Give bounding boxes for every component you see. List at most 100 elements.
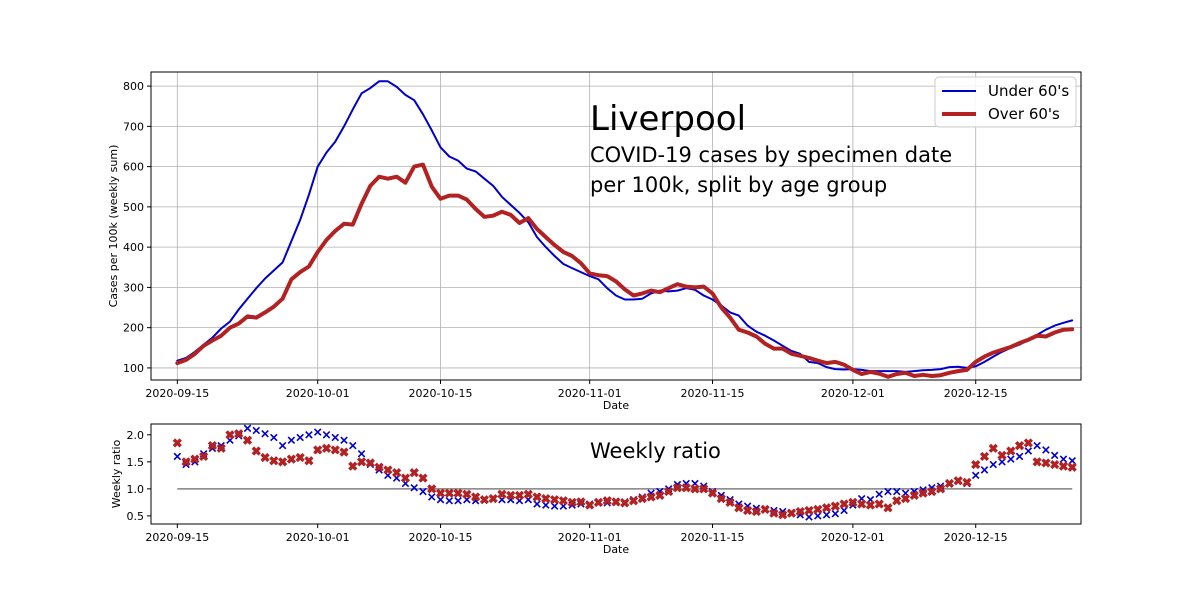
ratio-marker-under-60 [322, 431, 331, 439]
ratio-marker-over-60 [488, 493, 498, 504]
main-y-axis-label: Cases per 100k (weekly sum) [107, 145, 120, 308]
ratio-marker-under-60 [1024, 447, 1033, 455]
main-grid [151, 72, 1081, 380]
ratio-marker-over-60 [865, 500, 876, 510]
ratio-marker-over-60 [839, 499, 849, 509]
ratio-marker-over-60 [374, 462, 384, 472]
legend-label-over-60: Over 60's [988, 105, 1060, 123]
ratio-marker-over-60 [339, 447, 349, 457]
ratio-marker-under-60 [313, 428, 322, 436]
ratio-marker-over-60 [927, 486, 937, 497]
ratio-marker-over-60 [602, 496, 612, 506]
ratio-marker-over-60 [304, 456, 314, 466]
main-x-ticks: 2020-09-15 2020-10-01 2020-10-15 2020-11-01… [145, 380, 1008, 400]
ratio-marker-over-60 [1050, 459, 1060, 470]
ratio-marker-over-60 [444, 488, 454, 498]
ratio-marker-over-60 [664, 486, 674, 497]
ratio-marker-over-60 [944, 478, 954, 489]
ratio-marker-over-60 [400, 473, 411, 483]
ratio-marker-over-60 [690, 484, 700, 494]
ratio-marker-over-60 [593, 497, 604, 507]
ratio-marker-over-60 [962, 477, 972, 487]
ratio-marker-under-60 [875, 490, 883, 499]
ratio-marker-over-60 [734, 503, 744, 513]
ratio-marker-over-60 [786, 508, 797, 518]
main-plot: 2020-09-15 2020-10-01 2020-10-15 2020-11-01… [107, 71, 1082, 412]
ratio-y-tick-label: 1.5 [127, 456, 145, 469]
ratio-y-tick-label: 2.0 [127, 429, 145, 442]
main-y-tick-label: 100 [123, 362, 144, 375]
ratio-marker-over-60 [874, 499, 884, 509]
ratio-marker-over-60 [471, 492, 481, 502]
ratio-marker-under-60 [410, 484, 418, 492]
ratio-marker-over-60 [295, 452, 305, 463]
ratio-marker-over-60 [506, 490, 516, 500]
ratio-marker-over-60 [286, 454, 296, 464]
ratio-marker-under-60 [980, 466, 989, 474]
ratio-marker-under-60 [989, 460, 998, 469]
ratio-marker-under-60 [419, 487, 427, 496]
ratio-marker-over-60 [269, 456, 279, 466]
ratio-marker-over-60 [971, 459, 981, 470]
ratio-marker-over-60 [199, 451, 209, 462]
ratio-marker-over-60 [427, 484, 437, 494]
ratio-x-tick-label: 2020-10-01 [286, 531, 350, 544]
ratio-marker-over-60 [620, 498, 630, 508]
ratio-marker-over-60 [313, 445, 323, 455]
ratio-marker-over-60 [953, 476, 963, 486]
ratio-marker-over-60 [1032, 457, 1042, 467]
ratio-marker-over-60 [392, 468, 402, 478]
ratio-marker-over-60 [900, 493, 911, 504]
main-y-tick-label: 700 [123, 120, 144, 133]
main-x-tick-label: 2020-12-15 [944, 387, 1008, 400]
ratio-marker-under-60 [296, 433, 304, 442]
ratio-marker-over-60 [330, 445, 340, 455]
main-plot-frame [150, 71, 1082, 381]
ratio-marker-over-60 [532, 492, 542, 502]
ratio-x-tick-label: 2020-11-01 [558, 531, 622, 544]
ratio-y-tick-label: 1.0 [127, 483, 145, 496]
ratio-y-tick-label: 0.5 [127, 510, 145, 523]
ratio-marker-over-60 [892, 496, 902, 506]
ratio-marker-over-60 [830, 501, 840, 511]
ratio-marker-over-60 [821, 503, 832, 513]
ratio-marker-over-60 [778, 510, 788, 520]
ratio-x-tick-label: 2020-11-15 [681, 531, 745, 544]
ratio-marker-under-60 [340, 436, 348, 444]
ratio-marker-over-60 [997, 450, 1007, 460]
ratio-marker-over-60 [751, 506, 761, 517]
ratio-marker-over-60 [207, 441, 218, 451]
ratio-marker-over-60 [699, 484, 709, 494]
legend-label-under-60: Under 60's [988, 82, 1069, 100]
ratio-x-tick-label: 2020-09-15 [145, 531, 209, 544]
ratio-x-axis-label: Date [603, 543, 630, 556]
ratio-marker-under-60 [331, 433, 340, 442]
ratio-marker-under-60 [1007, 455, 1015, 463]
ratio-y-axis-label: Weekly ratio [110, 439, 123, 508]
ratio-marker-over-60 [628, 496, 639, 506]
ratio-marker-over-60 [637, 493, 647, 504]
ratio-marker-over-60 [278, 457, 288, 467]
ratio-marker-over-60 [716, 493, 726, 504]
ratio-marker-over-60 [172, 438, 182, 448]
ratio-marker-under-60 [892, 487, 901, 496]
main-x-tick-label: 2020-10-01 [286, 387, 350, 400]
ratio-marker-under-60 [1059, 455, 1068, 463]
ratio-marker-over-60 [918, 488, 928, 498]
ratio-marker-over-60 [462, 489, 472, 499]
ratio-marker-over-60 [988, 443, 998, 453]
ratio-marker-over-60 [883, 503, 893, 513]
ratio-marker-over-60 [848, 497, 858, 507]
ratio-marker-under-60 [287, 436, 296, 444]
ratio-marker-over-60 [541, 493, 551, 504]
ratio-marker-under-60 [1033, 441, 1041, 450]
ratio-marker-over-60 [567, 497, 577, 507]
ratio-marker-over-60 [979, 451, 990, 462]
ratio-marker-over-60 [655, 490, 665, 500]
ratio-marker-over-60 [1058, 461, 1069, 471]
ratio-marker-under-60 [454, 496, 462, 505]
ratio-marker-over-60 [1067, 462, 1077, 472]
ratio-marker-under-60 [243, 424, 252, 433]
ratio-marker-over-60 [251, 446, 261, 456]
ratio-marker-over-60 [576, 497, 586, 507]
